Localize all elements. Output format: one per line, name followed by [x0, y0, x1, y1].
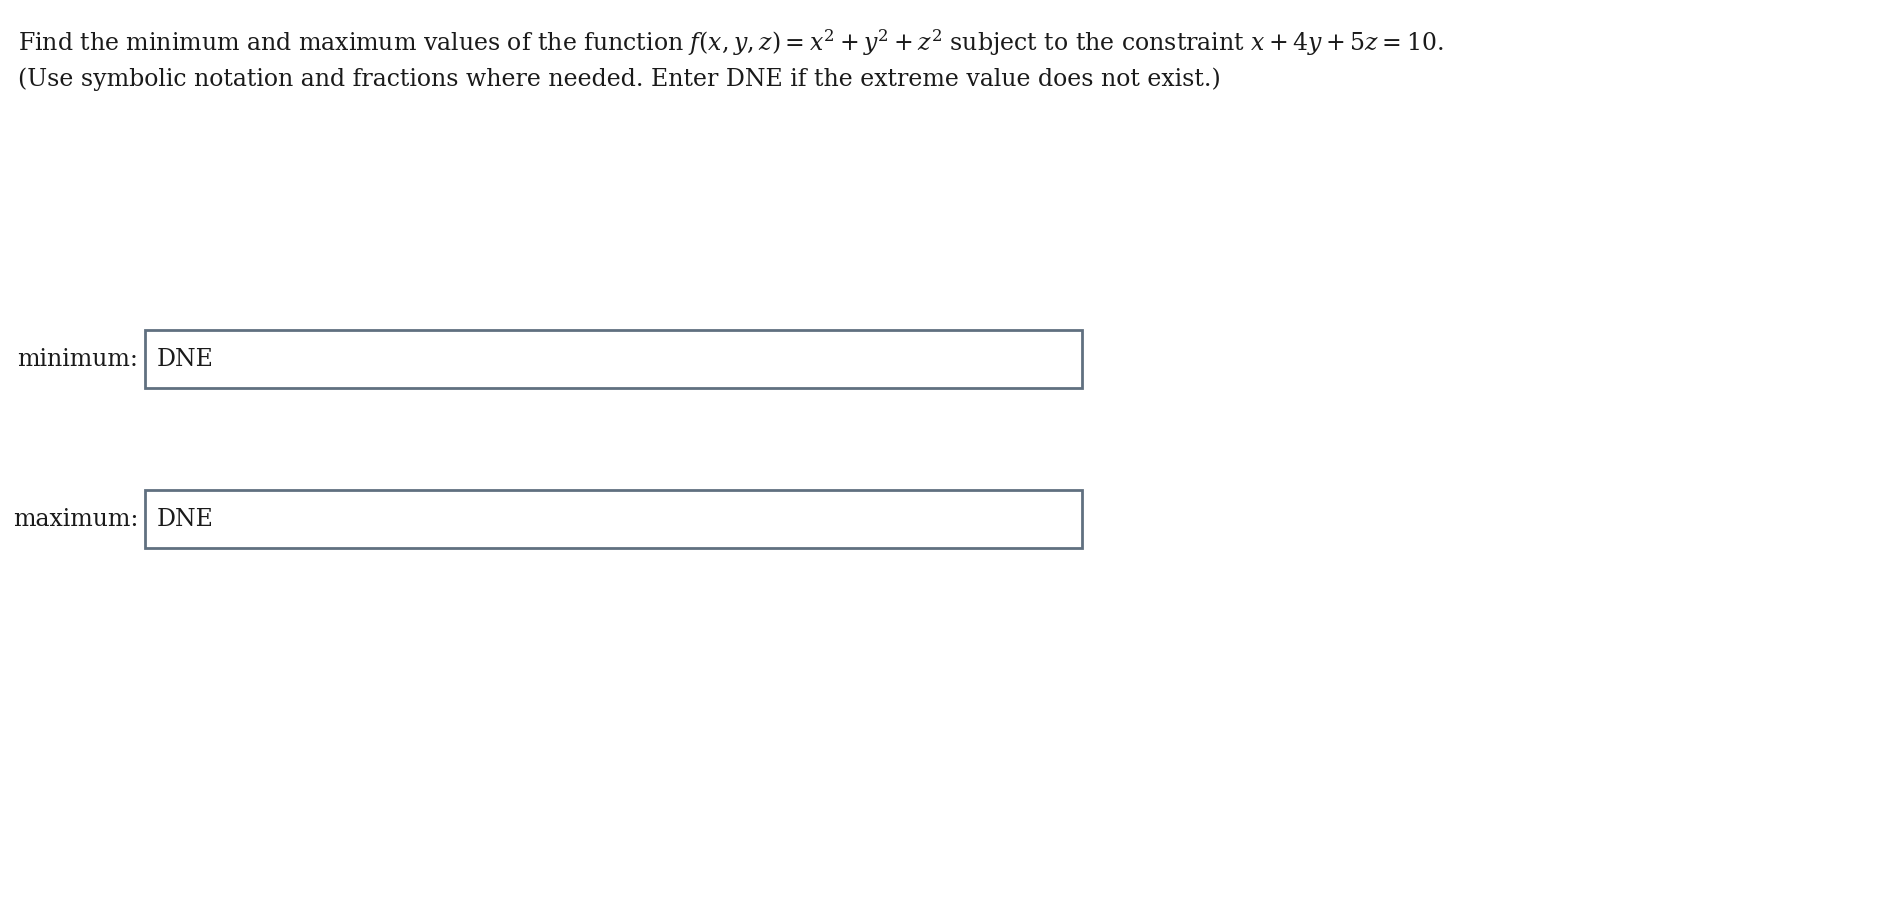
Text: minimum:: minimum: — [17, 348, 139, 371]
Text: Find the minimum and maximum values of the function $f(x,y,z) = x^2 + y^2 + z^2$: Find the minimum and maximum values of t… — [17, 27, 1444, 58]
FancyBboxPatch shape — [144, 490, 1081, 548]
Text: maximum:: maximum: — [13, 507, 139, 530]
Text: (Use symbolic notation and fractions where needed. Enter DNE if the extreme valu: (Use symbolic notation and fractions whe… — [17, 67, 1220, 90]
Text: DNE: DNE — [158, 348, 215, 371]
FancyBboxPatch shape — [144, 330, 1081, 388]
Text: DNE: DNE — [158, 507, 215, 530]
